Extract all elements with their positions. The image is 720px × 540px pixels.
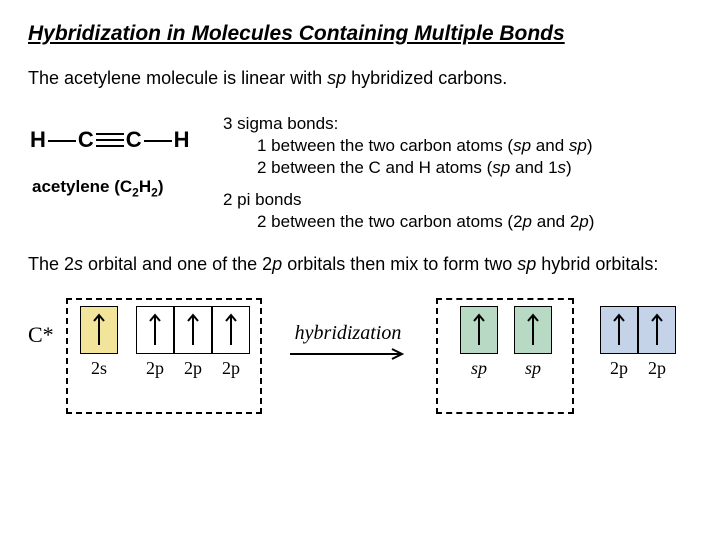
label-2p-3: 2p bbox=[211, 358, 251, 379]
sigma-line1: 1 between the two carbon atoms (sp and s… bbox=[223, 135, 594, 157]
orbital-2p-box-1 bbox=[136, 306, 174, 354]
molecule-caption: acetylene (C2H2) bbox=[28, 177, 223, 199]
s1-sp1: sp bbox=[513, 136, 531, 155]
atom-h-left: H bbox=[30, 127, 46, 152]
label-2p-1: 2p bbox=[135, 358, 175, 379]
single-bond-right bbox=[144, 140, 172, 142]
p2-pre: The 2 bbox=[28, 254, 74, 274]
page-title: Hybridization in Molecules Containing Mu… bbox=[28, 22, 692, 46]
up-arrow-icon bbox=[185, 311, 201, 347]
up-arrow-icon bbox=[223, 311, 239, 347]
pi-head: 2 pi bonds bbox=[223, 189, 594, 211]
s2-pre: 2 between the C and H atoms ( bbox=[257, 158, 492, 177]
s1-pre: 1 between the two carbon atoms ( bbox=[257, 136, 513, 155]
bonds-description: 3 sigma bonds: 1 between the two carbon … bbox=[223, 113, 594, 233]
atom-c-left: C bbox=[78, 127, 94, 152]
atom-h-right: H bbox=[174, 127, 190, 152]
sigma-line2: 2 between the C and H atoms (sp and 1s) bbox=[223, 157, 594, 179]
s2-s: s bbox=[558, 158, 567, 177]
mixing-paragraph: The 2s orbital and one of the 2p orbital… bbox=[28, 253, 692, 276]
orbital-2s-box bbox=[80, 306, 118, 354]
orbital-sp-box-1 bbox=[460, 306, 498, 354]
p2-sp: sp bbox=[517, 254, 536, 274]
intro-text: The acetylene molecule is linear with sp… bbox=[28, 68, 692, 89]
p1-post: ) bbox=[589, 212, 595, 231]
p1-pre: 2 between the two carbon atoms (2 bbox=[257, 212, 523, 231]
intro-sp: sp bbox=[327, 68, 346, 88]
molecule-column: HCCH acetylene (C2H2) bbox=[28, 113, 223, 199]
orbital-sp-box-2 bbox=[514, 306, 552, 354]
intro-post: hybridized carbons. bbox=[346, 68, 507, 88]
s1-post: ) bbox=[587, 136, 593, 155]
hybridization-arrow: hybridization bbox=[288, 322, 408, 361]
s2-sp: sp bbox=[492, 158, 510, 177]
s1-sp2: sp bbox=[569, 136, 587, 155]
p1-p1: p bbox=[523, 212, 532, 231]
right-dashed-box bbox=[436, 298, 574, 414]
up-arrow-icon bbox=[471, 311, 487, 347]
pi-line1: 2 between the two carbon atoms (2p and 2… bbox=[223, 211, 594, 233]
label-2p-2: 2p bbox=[173, 358, 213, 379]
p2-m1: orbital and one of the 2 bbox=[83, 254, 272, 274]
s2-and: and 1 bbox=[510, 158, 557, 177]
label-2p-r2: 2p bbox=[637, 358, 677, 379]
p2-p: p bbox=[272, 254, 282, 274]
p2-m2: orbitals then mix to form two bbox=[282, 254, 517, 274]
up-arrow-icon bbox=[649, 311, 665, 347]
p1-and: and 2 bbox=[532, 212, 579, 231]
mc-sub1: 2 bbox=[132, 185, 139, 199]
mc-sub2: 2 bbox=[151, 185, 158, 199]
label-2s: 2s bbox=[79, 358, 119, 379]
atom-c-right: C bbox=[126, 127, 142, 152]
carbon-excited-label: C* bbox=[28, 322, 54, 348]
s2-post: ) bbox=[566, 158, 572, 177]
right-arrow-icon bbox=[288, 347, 408, 361]
mc-pre: acetylene (C bbox=[32, 177, 132, 196]
orbital-diagram: C* 2s 2p 2p 2p hybridization bbox=[28, 298, 692, 428]
orbital-2p-remain-2 bbox=[638, 306, 676, 354]
p2-s: s bbox=[74, 254, 83, 274]
hyb-label: hybridization bbox=[295, 322, 402, 344]
s1-and: and bbox=[531, 136, 569, 155]
label-2p-r1: 2p bbox=[599, 358, 639, 379]
orbital-2p-box-2 bbox=[174, 306, 212, 354]
triple-bond bbox=[96, 136, 124, 146]
sigma-head: 3 sigma bonds: bbox=[223, 113, 594, 135]
up-arrow-icon bbox=[525, 311, 541, 347]
mc-post: ) bbox=[158, 177, 164, 196]
up-arrow-icon bbox=[91, 311, 107, 347]
acetylene-structure: HCCH bbox=[28, 113, 223, 153]
label-sp-2: sp bbox=[513, 358, 553, 379]
orbital-2p-remain-1 bbox=[600, 306, 638, 354]
p2-post: hybrid orbitals: bbox=[536, 254, 658, 274]
intro-pre: The acetylene molecule is linear with bbox=[28, 68, 327, 88]
single-bond-left bbox=[48, 140, 76, 142]
up-arrow-icon bbox=[147, 311, 163, 347]
p1-p2: p bbox=[579, 212, 588, 231]
mc-mid: H bbox=[139, 177, 151, 196]
label-sp-1: sp bbox=[459, 358, 499, 379]
up-arrow-icon bbox=[611, 311, 627, 347]
mol-and-bonds-row: HCCH acetylene (C2H2) 3 sigma bonds: 1 b… bbox=[28, 113, 692, 233]
orbital-2p-box-3 bbox=[212, 306, 250, 354]
